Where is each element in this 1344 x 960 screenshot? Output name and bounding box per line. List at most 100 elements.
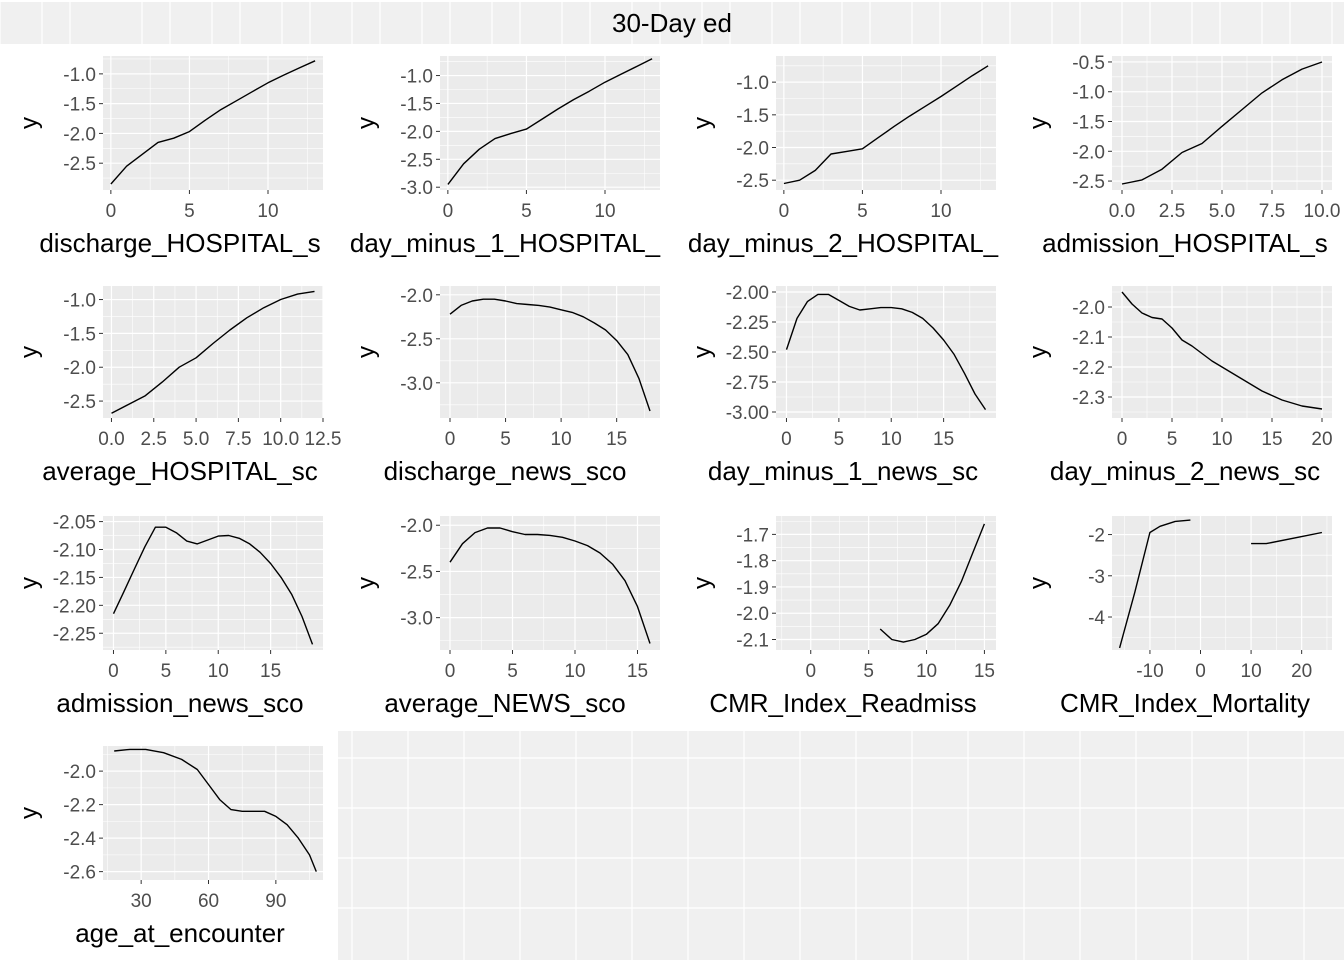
x-axis-label: admission_HOSPITAL_s [1042,228,1328,258]
series-line-1 [785,293,987,410]
y-tick-label: -1.8 [736,552,769,573]
y-tick-label: -2.3 [1072,388,1105,409]
x-tick-label: 0 [443,201,454,222]
x-axis-label: day_minus_1_HOSPITAL_ [350,228,661,258]
panel-1: 0 5 10 -1.0 -1.5 -2.0 -2.5 y discharge_HOSPITAL_… [16,56,323,258]
panel-background [103,286,323,418]
y-tick-label: -3.0 [400,178,433,199]
x-tick-label: 10 [551,429,572,450]
x-tick-label: 0 [108,661,119,682]
y-tick-label: -2.20 [53,596,96,617]
x-tick-label: 10 [257,201,278,222]
x-tick-label: 12.5 [305,429,342,450]
y-tick-label: -2.00 [726,283,769,304]
x-tick-label: 10.0 [1304,201,1341,222]
panel-background [103,746,323,880]
x-tick-label: 10.0 [262,429,299,450]
x-axis-label: day_minus_2_HOSPITAL_ [688,228,999,258]
panel-11: 0 5 10 15 -1.7 -1.8 -1.9 -2.0 -2.1 y CMR_Index_Rea… [689,516,996,718]
y-axis-label: y [1025,577,1052,589]
y-axis-label: y [689,117,716,129]
panel-10: 0 5 10 15 -2.0 -2.5 -3.0 y average_NEWS_sco [353,516,660,718]
x-tick-label: 5 [184,201,195,222]
y-tick-label: -2.4 [63,829,96,850]
x-tick-label: 10 [208,661,229,682]
x-axis-label: CMR_Index_Readmiss [709,688,976,718]
x-tick-label: 0 [805,661,816,682]
y-axis-label: y [689,346,716,358]
x-axis-label: discharge_HOSPITAL_s [39,228,320,258]
y-tick-label: -1.5 [736,106,769,127]
x-tick-label: 0.0 [1109,201,1135,222]
panel-7: 0 5 10 15 -2.00 -2.25 -2.50 -2.75 -3.00 y day_minu… [689,283,996,486]
x-tick-label: -10 [1136,661,1163,682]
x-tick-label: 10 [881,429,902,450]
y-tick-label: -3.0 [400,374,433,395]
y-tick-label: -2.15 [53,568,96,589]
y-axis-label: y [353,577,380,589]
x-tick-label: 0 [106,201,117,222]
series-line-1 [783,65,989,185]
panel-background [776,56,996,190]
x-tick-label: 15 [606,429,627,450]
y-axis-label: y [16,807,43,819]
x-tick-label: 5 [161,661,172,682]
y-tick-label: -3 [1088,567,1105,588]
x-tick-label: 5 [1167,429,1178,450]
title-strip: 30-Day ed [0,2,1344,44]
y-tick-label: -2.50 [726,343,769,364]
y-tick-label: -1.0 [63,65,96,86]
x-tick-label: 5 [521,201,532,222]
x-tick-label: 5 [507,661,518,682]
x-tick-label: 5 [857,201,868,222]
y-tick-label: -1.9 [736,578,769,599]
y-tick-label: -2.10 [53,541,96,562]
y-tick-label: -2.5 [400,562,433,583]
panel-4: 0.0 2.5 5.0 7.5 10.0 -0.5 -1.0 -1.5 -2.0 -2.5 y adm… [1025,53,1340,258]
x-tick-label: 2.5 [141,429,167,450]
panel-background [440,56,660,190]
y-tick-label: -1.5 [400,94,433,115]
y-tick-label: -1.5 [63,95,96,116]
x-tick-label: 10 [930,201,951,222]
panels: 0 5 10 -1.0 -1.5 -2.0 -2.5 y discharge_HOSPITAL_… [16,53,1340,948]
y-tick-label: -2.2 [1072,358,1105,379]
x-tick-label: 15 [974,661,995,682]
y-axis-label: y [689,577,716,589]
y-tick-label: -2.5 [400,150,433,171]
y-tick-label: -2.5 [63,392,96,413]
empty-region [338,731,1344,960]
y-tick-label: -2.05 [53,513,96,534]
panel-5: 0.0 2.5 5.0 7.5 10.0 12.5 -1.0 -1.5 -2.0 -2.5 y ave… [16,286,341,486]
series-line-1 [1121,291,1323,410]
x-tick-label: 10 [1241,661,1262,682]
y-tick-label: -1.0 [400,67,433,88]
panel-9: 0 5 10 15 -2.05 -2.10 -2.15 -2.20 -2.25 y admissio… [16,513,323,718]
series-line-1 [449,527,651,644]
x-axis-label: CMR_Index_Mortality [1060,688,1310,718]
panel-background [1112,516,1332,650]
panel-13: 30 60 90 -2.0 -2.2 -2.4 -2.6 y age_at_encounter [16,746,323,948]
panel-12: -10 0 10 20 -2 -3 -4 y CMR_Index_Mortality [1025,516,1332,718]
x-tick-label: 20 [1311,429,1332,450]
x-tick-label: 15 [260,661,281,682]
y-tick-label: -1.5 [63,324,96,345]
x-tick-label: 60 [198,891,219,912]
y-axis-label: y [1025,117,1052,129]
x-tick-label: 7.5 [225,429,251,450]
y-tick-label: -0.5 [1072,53,1105,74]
x-axis-label: age_at_encounter [75,918,285,948]
series-line-1 [1118,519,1191,649]
y-tick-label: -2 [1088,526,1105,547]
y-axis-label: y [353,117,380,129]
y-tick-label: -2.1 [736,630,769,651]
y-tick-label: -2.5 [1072,172,1105,193]
x-tick-label: 0 [1117,429,1128,450]
x-axis-label: day_minus_1_news_sc [708,456,978,486]
x-tick-label: 7.5 [1259,201,1285,222]
x-tick-label: 10 [564,661,585,682]
y-tick-label: -2.0 [736,604,769,625]
y-tick-label: -2.5 [63,154,96,175]
x-tick-label: 5 [500,429,511,450]
